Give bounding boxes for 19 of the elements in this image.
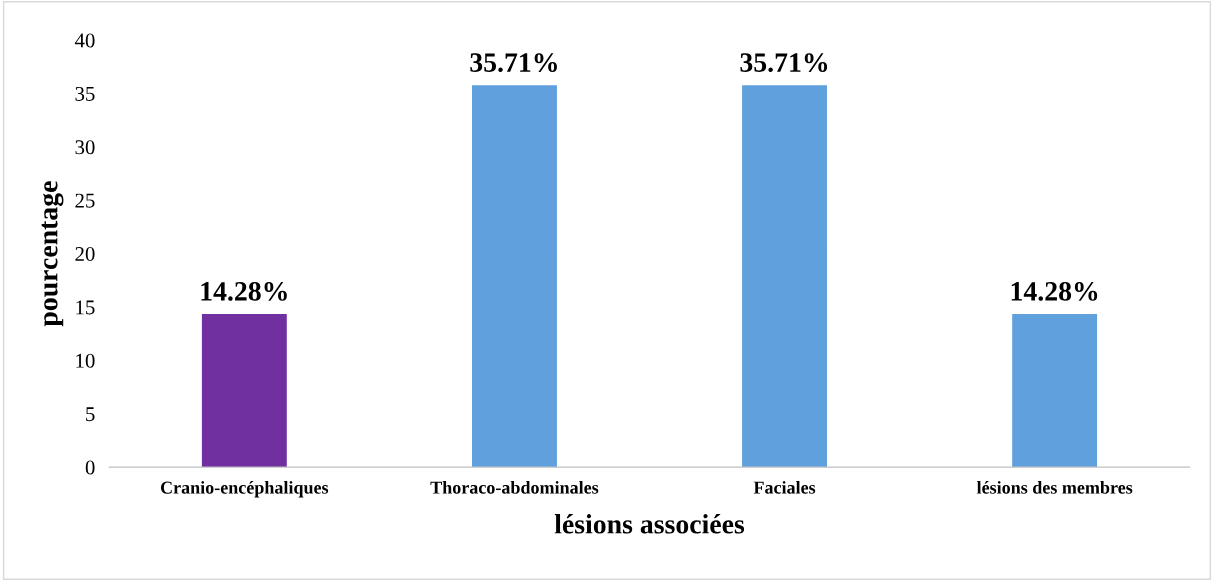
x-tick-label: lésions des membres bbox=[976, 481, 1133, 494]
y-tick-label: 0 bbox=[85, 460, 95, 475]
y-tick-label: 5 bbox=[86, 407, 95, 422]
y-tick-label: 20 bbox=[75, 246, 95, 262]
y-tick-label: 35 bbox=[75, 86, 95, 101]
data-label: 35.71% bbox=[740, 53, 828, 73]
y-tick-label: 30 bbox=[75, 140, 95, 155]
data-label: 14.28% bbox=[201, 281, 287, 301]
y-tick-label: 25 bbox=[75, 193, 95, 208]
x-tick-label: Faciales bbox=[753, 481, 816, 494]
y-tick-label: 15 bbox=[76, 300, 95, 315]
x-axis-title: lésions associées bbox=[554, 514, 745, 534]
x-tick-label: Thoraco-abdominales bbox=[430, 481, 599, 494]
y-tick-label: 10 bbox=[76, 353, 95, 368]
data-label: 14.28% bbox=[1011, 281, 1098, 301]
x-tick-label: Cranio-encéphaliques bbox=[160, 481, 329, 498]
y-axis-title: pourcentage bbox=[41, 181, 64, 327]
data-label: 35.71% bbox=[470, 53, 557, 73]
y-tick-label: 40 bbox=[74, 33, 95, 48]
